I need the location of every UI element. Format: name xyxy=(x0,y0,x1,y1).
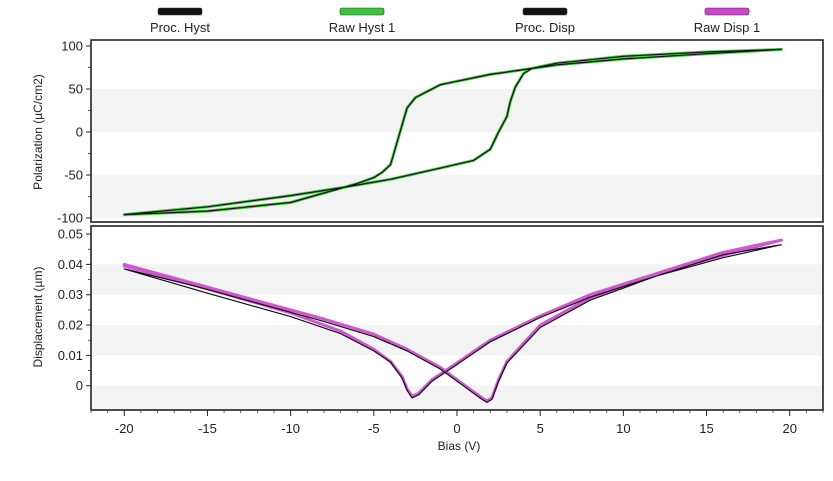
x-tick-label: 5 xyxy=(537,421,544,436)
legend-swatch xyxy=(522,7,568,16)
x-tick-label: -20 xyxy=(115,421,134,436)
series-line-proc-hyst xyxy=(123,48,782,216)
y-tick-label: -50 xyxy=(64,168,83,183)
x-tick-label: 20 xyxy=(782,421,796,436)
plot-frame xyxy=(90,39,824,223)
displacement-panel: 0 0.01 0.02 0.03 0.04 0.05 -20 -15 -10 -5 0 5 10 15 20 xyxy=(58,225,824,436)
grid-band xyxy=(91,89,823,132)
y-tick-label: 50 xyxy=(69,82,83,97)
y-tick-label: 0.05 xyxy=(58,227,83,242)
y-tick-label: 100 xyxy=(61,39,83,54)
series-line-proc-disp xyxy=(123,244,782,403)
x-tick-label: 0 xyxy=(453,421,460,436)
legend-label: Proc. Hyst xyxy=(150,20,210,35)
y-tick-label: 0.02 xyxy=(58,318,83,333)
x-tick-label: -5 xyxy=(368,421,380,436)
polarization-axis-title: Polarization (µC/cm2) xyxy=(31,74,45,190)
y-tick-label: 0.04 xyxy=(58,257,83,272)
x-tick-label: -10 xyxy=(281,421,300,436)
series-line-raw-disp-1 xyxy=(122,238,783,403)
y-tick-label: 0 xyxy=(76,378,83,393)
legend-item: Proc. Hyst xyxy=(150,7,210,35)
x-tick-label: -15 xyxy=(198,421,217,436)
legend-label: Proc. Disp xyxy=(515,20,575,35)
legend-item: Proc. Disp xyxy=(515,7,575,35)
legend-item: Raw Disp 1 xyxy=(694,7,760,35)
y-tick-label: 0 xyxy=(76,125,83,140)
bias-axis-title: Bias (V) xyxy=(438,439,481,453)
legend-swatch xyxy=(704,7,750,16)
displacement-axis-title: Displacement (µm) xyxy=(31,267,45,368)
polarization-panel: -100 -50 0 50 100 xyxy=(57,39,824,226)
grid-band xyxy=(91,385,823,410)
grid-band xyxy=(91,264,823,295)
legend-label: Raw Hyst 1 xyxy=(329,20,395,35)
legend-swatch xyxy=(157,7,203,16)
legend-label: Raw Disp 1 xyxy=(694,20,760,35)
plot-background xyxy=(91,226,823,410)
y-tick-label: -100 xyxy=(57,211,83,226)
y-tick-label: 0.01 xyxy=(58,348,83,363)
grid-band xyxy=(91,325,823,356)
legend: Proc. Hyst Raw Hyst 1 Proc. Disp Raw Disp 1 xyxy=(150,7,760,35)
legend-item: Raw Hyst 1 xyxy=(329,7,395,35)
legend-swatch xyxy=(339,7,385,16)
y-tick-label: 0.03 xyxy=(58,287,83,302)
x-tick-label: 15 xyxy=(699,421,713,436)
x-tick-label: 10 xyxy=(616,421,630,436)
